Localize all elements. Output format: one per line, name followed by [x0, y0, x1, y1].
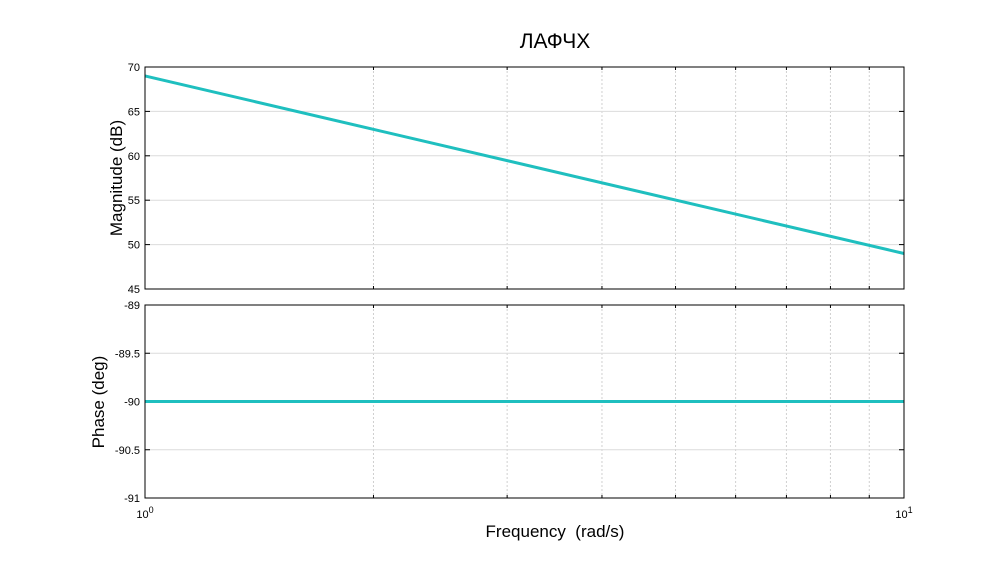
y-tick-label: 50 [128, 240, 140, 252]
axes-frame [144, 66, 905, 290]
y-tick-label: 55 [128, 195, 140, 207]
y-tick-label: -89.5 [115, 348, 140, 360]
y-tick-label: 65 [128, 106, 140, 118]
x-tick-label: 100 [136, 505, 153, 521]
x-axis-label: Frequency (rad/s) [486, 522, 625, 541]
y-tick-label: -90.5 [115, 445, 140, 457]
y-tick-label: 45 [128, 284, 140, 296]
y-tick-label: -91 [124, 493, 140, 505]
phase-y-axis-label: Phase (deg) [89, 356, 108, 449]
x-tick-labels: 100 101 [136, 505, 912, 521]
y-tick-label: -90 [124, 397, 140, 409]
y-tick-label: -89 [124, 300, 140, 312]
magnitude-y-axis-label: Magnitude (dB) [107, 120, 126, 236]
y-tick-label: 60 [128, 151, 140, 163]
magnitude-axes: 45 50 55 60 65 70 [128, 62, 905, 296]
magnitude-series-line [144, 74, 905, 255]
axes-frame [144, 304, 905, 499]
phase-axes: -91 -90.5 -90 -89.5 -89 [115, 300, 905, 505]
chart-title: ЛАФЧХ [520, 30, 591, 53]
plot-area [145, 67, 904, 289]
y-tick-label: 70 [128, 62, 140, 74]
x-tick-label: 101 [895, 505, 912, 521]
